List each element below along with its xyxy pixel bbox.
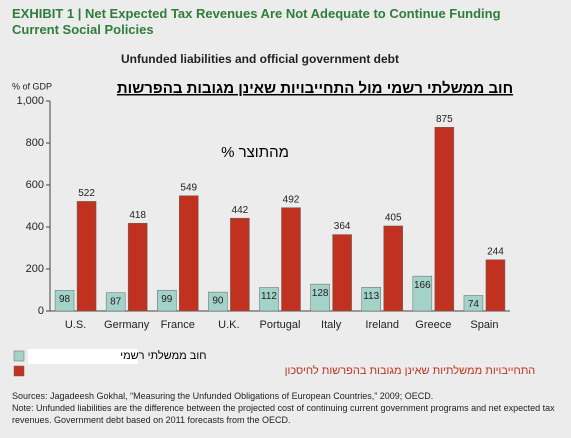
bar — [361, 287, 381, 312]
y-unit: % of GDP — [12, 81, 52, 91]
x-tick-label: France — [161, 319, 195, 331]
value-label: 364 — [334, 221, 351, 232]
y-tick-label: 1,000 — [16, 95, 44, 107]
value-label: 112 — [261, 291, 277, 302]
x-tick-label: Germany — [104, 319, 150, 331]
legend-backdrop — [28, 349, 138, 364]
chart-title: EXHIBIT 1 | Net Expected Tax Revenues Ar… — [12, 6, 501, 37]
value-label: 74 — [468, 299, 480, 310]
value-label: 875 — [436, 114, 453, 125]
legend-swatch — [13, 365, 25, 377]
notes: Sources: Jagadeesh Gokhal, “Measuring th… — [12, 390, 562, 426]
bar — [259, 287, 279, 312]
value-label: 128 — [312, 288, 329, 299]
bar — [281, 207, 301, 312]
value-label: 405 — [385, 213, 402, 224]
bar — [434, 127, 455, 312]
bar — [485, 259, 506, 312]
y-tick-label: 600 — [26, 179, 44, 191]
bar — [463, 295, 484, 312]
bar — [332, 234, 352, 312]
chart-subtitle: Unfunded liabilities and official govern… — [121, 52, 399, 66]
x-tick-label: Ireland — [365, 319, 399, 331]
x-tick-label: U.S. — [65, 319, 86, 331]
bar — [310, 283, 330, 312]
note: Note: Unfunded liabilities are the diffe… — [12, 403, 555, 425]
bar — [157, 289, 177, 312]
value-label: 522 — [78, 188, 95, 199]
x-tick-label: Greece — [415, 319, 451, 331]
value-label: 549 — [180, 182, 197, 193]
y-tick-label: 800 — [26, 137, 44, 149]
legend-label: התחייבויות ממשלתיות שאינן מגובות בהפרשות… — [285, 364, 536, 377]
bar — [412, 275, 433, 312]
bar — [105, 292, 126, 312]
value-label: 87 — [110, 296, 122, 307]
bar — [230, 217, 250, 312]
y-tick-label: 400 — [26, 221, 44, 233]
value-label: 492 — [283, 194, 300, 205]
value-label: 90 — [212, 296, 224, 307]
y-tick-label: 0 — [38, 305, 44, 317]
bar — [179, 195, 199, 312]
bar — [383, 225, 403, 312]
value-label: 442 — [232, 205, 249, 216]
bar — [76, 201, 97, 312]
y-tick-label: 200 — [26, 263, 44, 275]
x-tick-label: U.K. — [218, 319, 239, 331]
value-label: 166 — [414, 280, 431, 291]
annotation: % מהתוצר — [221, 144, 289, 161]
x-tick-label: Italy — [321, 319, 342, 331]
value-label: 98 — [59, 294, 71, 305]
value-label: 418 — [129, 210, 146, 221]
x-tick-label: Portugal — [260, 319, 301, 331]
value-label: 244 — [487, 246, 504, 257]
bar — [208, 291, 228, 312]
x-tick-label: Spain — [470, 319, 498, 331]
value-label: 113 — [363, 291, 379, 302]
overlay-title: חוב ממשלתי רשמי מול התחייבויות שאינן מגו… — [117, 80, 513, 97]
value-label: 99 — [161, 294, 173, 305]
note: Sources: Jagadeesh Gokhal, “Measuring th… — [12, 391, 434, 401]
legend-label: חוב ממשלתי רשמי — [120, 349, 206, 362]
bar — [127, 222, 148, 312]
legend-swatch — [13, 350, 25, 362]
bar — [54, 290, 75, 312]
